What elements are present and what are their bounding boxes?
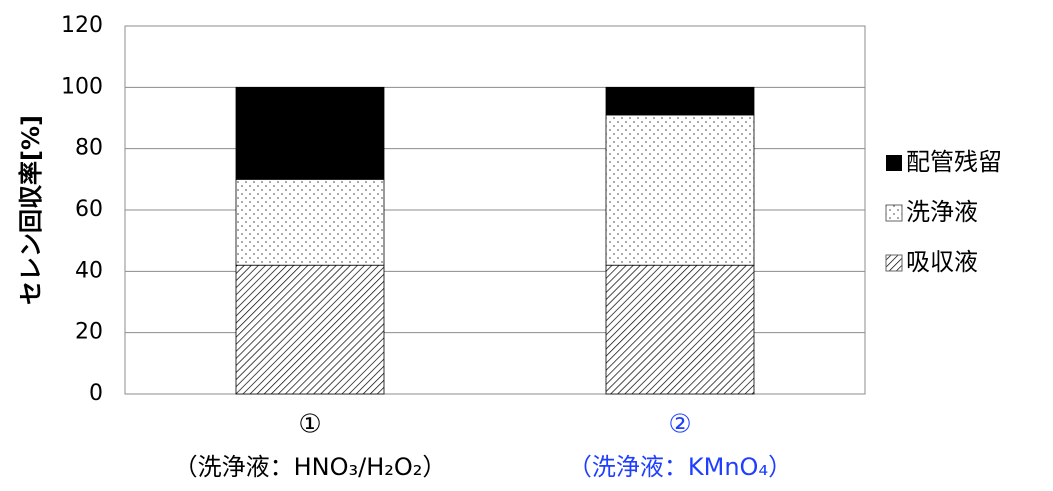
legend-label: 配管残留 — [906, 148, 1002, 176]
bar-segment — [605, 114, 755, 266]
legend-swatch — [886, 155, 902, 171]
bar-segment — [235, 86, 385, 180]
y-axis-label: セレン回収率[%] — [17, 115, 45, 305]
x-tick-note: （洗浄液：KMnO₄） — [568, 453, 792, 481]
y-tick-label: 20 — [75, 320, 103, 345]
legend-swatch — [885, 204, 903, 222]
x-tick-label: ① — [298, 410, 321, 440]
bar-segment — [235, 264, 385, 395]
bar-segment — [235, 178, 385, 266]
bar-segment — [605, 264, 755, 395]
x-tick-label: ② — [668, 410, 691, 440]
y-tick-label: 40 — [75, 258, 103, 283]
y-tick-label: 0 — [89, 381, 103, 406]
legend-label: 吸収液 — [906, 248, 978, 276]
bar-segment — [605, 86, 755, 116]
legend-label: 洗浄液 — [906, 198, 978, 226]
legend-swatch — [885, 254, 903, 272]
x-tick-note: （洗浄液：HNO₃/H₂O₂） — [174, 453, 447, 481]
plot-border — [124, 25, 866, 395]
y-tick-label: 80 — [75, 136, 103, 161]
y-tick-label: 100 — [61, 74, 103, 99]
y-tick-label: 120 — [61, 13, 103, 38]
y-tick-label: 60 — [75, 197, 103, 222]
